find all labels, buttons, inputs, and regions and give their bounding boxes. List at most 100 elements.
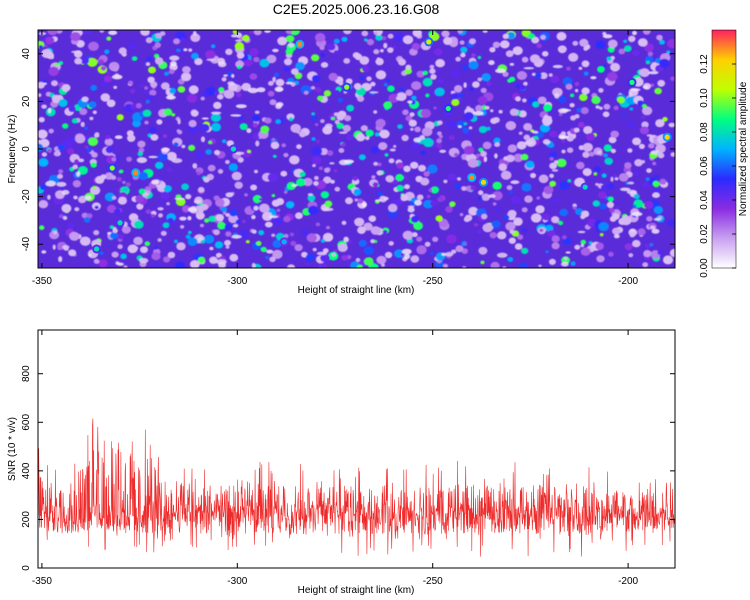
heatmap-blob	[188, 119, 197, 128]
heatmap-blob	[653, 206, 664, 215]
heatmap-blob	[155, 161, 164, 170]
heatmap-blob	[375, 118, 386, 128]
heatmap-blob	[106, 36, 112, 41]
heatmap-blob	[521, 207, 528, 213]
heatmap-blob	[92, 110, 97, 115]
heatmap-blob	[593, 166, 601, 173]
heatmap-low-patch	[463, 82, 467, 88]
heatmap-blob	[89, 116, 94, 121]
heatmap-low-patch	[653, 218, 661, 221]
colorbar: 0.00 0.02 0.04 0.06 0.08 0.10 0.12 Normalized …	[699, 29, 749, 278]
heatmap-blob	[595, 105, 600, 109]
heatmap-blob	[260, 125, 270, 134]
heatmap-blob	[515, 84, 521, 89]
snr-y-tick-label: 0	[21, 565, 32, 571]
heatmap-blob	[236, 51, 245, 59]
heatmap-blob	[380, 49, 384, 53]
heatmap-blob	[307, 194, 316, 202]
heatmap-blob	[426, 194, 431, 199]
heatmap-blob	[163, 185, 172, 193]
heatmap-blob	[242, 34, 250, 42]
heatmap-blob	[494, 206, 501, 212]
heatmap-blob	[599, 203, 607, 210]
heatmap-blob	[657, 152, 665, 159]
heatmap-blob	[436, 143, 443, 149]
heatmap-blob	[38, 129, 48, 139]
heatmap-blob	[153, 53, 160, 59]
heatmap-blob	[47, 148, 52, 153]
heatmap-blob	[221, 139, 227, 144]
heatmap-blob	[146, 56, 153, 62]
heatmap-blob	[642, 262, 649, 268]
heatmap-blob	[51, 80, 58, 87]
heatmap-low-patch	[631, 211, 643, 217]
heatmap-blob	[232, 30, 239, 34]
heatmap-blob	[320, 253, 330, 263]
heatmap-blob	[62, 215, 68, 220]
heatmap-blob	[515, 96, 521, 102]
heatmap-blob	[267, 90, 275, 97]
heatmap-blob	[176, 129, 181, 133]
heatmap-blob	[381, 263, 385, 267]
heatmap-blob	[253, 30, 262, 36]
heatmap-blob	[333, 169, 338, 173]
heatmap-low-patch	[457, 125, 462, 128]
heatmap-blob	[311, 115, 317, 121]
heatmap-low-patch	[266, 249, 274, 254]
heatmap-blob	[462, 127, 470, 134]
heatmap-blob	[420, 150, 426, 156]
heatmap-cells	[38, 30, 675, 268]
heatmap-blob	[364, 257, 374, 266]
heatmap-blob	[150, 213, 156, 218]
heatmap-blob	[285, 35, 295, 43]
heatmap-blob	[502, 71, 509, 77]
heatmap-low-patch	[253, 205, 259, 211]
heatmap-low-patch	[206, 58, 217, 62]
heatmap-blob	[465, 132, 472, 138]
heatmap-blob	[413, 221, 423, 231]
heatmap-blob	[566, 147, 574, 153]
heatmap-blob	[438, 134, 443, 139]
heatmap-blob	[105, 134, 111, 140]
heatmap-blob	[604, 157, 613, 165]
heatmap-low-patch	[227, 81, 235, 86]
heatmap-blob	[199, 123, 210, 133]
heatmap-blob	[595, 182, 599, 186]
heatmap-blob	[69, 231, 80, 241]
colorbar-tick-label: 0.08	[699, 122, 710, 142]
heatmap-blob	[480, 260, 485, 265]
heatmap-x-tick-label: -200	[618, 276, 638, 287]
heatmap-peak	[117, 220, 123, 226]
heatmap-blob	[492, 191, 503, 201]
heatmap-blob	[628, 35, 636, 42]
heatmap-low-patch	[523, 67, 535, 70]
heatmap-blob	[395, 173, 404, 182]
heatmap-low-patch	[613, 234, 620, 239]
heatmap-blob	[307, 205, 319, 215]
snr-x-tick-label: -300	[227, 576, 247, 587]
heatmap-blob	[78, 196, 87, 204]
heatmap-blob	[211, 122, 221, 132]
heatmap-blob	[252, 122, 258, 128]
heatmap-low-patch	[272, 48, 279, 53]
heatmap-blob	[214, 241, 224, 249]
heatmap-blob	[338, 148, 345, 153]
heatmap-low-patch	[628, 92, 633, 98]
heatmap-blob	[173, 142, 179, 147]
heatmap-blob	[358, 239, 367, 247]
heatmap-blob	[120, 253, 127, 260]
heatmap-low-patch	[320, 62, 329, 68]
heatmap-blob	[373, 240, 378, 243]
heatmap-blob	[582, 168, 592, 177]
heatmap-blob	[138, 83, 144, 88]
heatmap-blob	[382, 229, 388, 234]
heatmap-blob	[151, 252, 161, 261]
heatmap-blob	[408, 119, 417, 127]
colorbar-tick-label: 0.12	[699, 54, 710, 74]
colorbar-tick-label: 0.10	[699, 88, 710, 108]
heatmap-blob	[468, 60, 479, 70]
heatmap-blob	[128, 80, 134, 86]
heatmap-blob	[195, 152, 204, 160]
heatmap-blob	[354, 198, 359, 202]
heatmap-blob	[581, 87, 590, 95]
